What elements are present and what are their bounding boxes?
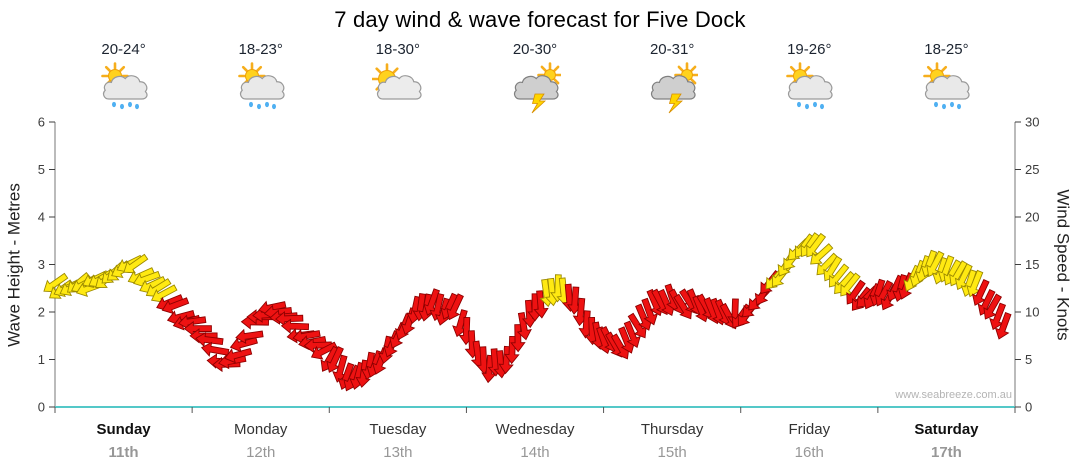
svg-text:6: 6: [38, 115, 45, 130]
wind-arrow: [994, 312, 1012, 340]
svg-text:0: 0: [38, 400, 45, 415]
day-name-friday: Friday: [788, 421, 831, 438]
temp-range-saturday: 18-25°: [924, 41, 969, 58]
day-date-saturday: 17th: [931, 444, 962, 461]
day-name-tuesday: Tuesday: [369, 421, 427, 438]
storm-icon: [513, 62, 563, 114]
sun-cloud-rain-icon: [786, 62, 833, 110]
wind-arrow: [810, 243, 834, 265]
wind-arrow: [224, 347, 253, 364]
sun-cloud-rain-icon: [100, 62, 148, 110]
temp-range-thursday: 20-31°: [649, 41, 695, 58]
weather-icon-wednesday: [509, 62, 563, 114]
wind-arrow: [533, 290, 549, 319]
sun-cloud-icon: [371, 63, 422, 100]
wind-arrow: [806, 232, 827, 258]
svg-text:4: 4: [38, 210, 45, 225]
day-name-saturday: Saturday: [914, 421, 979, 438]
day-name-thursday: Thursday: [640, 421, 704, 438]
day-date-monday: 12th: [246, 444, 276, 461]
svg-text:10: 10: [1025, 305, 1039, 320]
weather-icon-friday: [783, 62, 835, 114]
wind-arrow: [280, 318, 310, 334]
day-date-wednesday: 14th: [520, 444, 550, 461]
wind-arrow: [510, 324, 526, 353]
temp-range-tuesday: 18-30°: [375, 41, 421, 58]
weather-icon-monday: [235, 62, 287, 114]
svg-text:1: 1: [38, 352, 45, 367]
temp-range-monday: 18-23°: [238, 41, 283, 58]
wind-arrow: [504, 335, 520, 365]
page-title: 7 day wind & wave forecast for Five Dock: [334, 7, 746, 32]
svg-text:0: 0: [1025, 400, 1032, 415]
watermark: www.seabreeze.com.au: [895, 389, 1012, 401]
svg-text:30: 30: [1025, 115, 1039, 130]
weather-icon-saturday: [920, 62, 972, 114]
wind-arrow: [641, 297, 658, 326]
svg-text:25: 25: [1025, 162, 1039, 177]
temp-range-wednesday: 20-30°: [512, 41, 558, 58]
weather-icon-thursday: [646, 62, 700, 114]
day-date-friday: 16th: [794, 444, 824, 461]
temp-range-friday: 19-26°: [787, 41, 832, 58]
svg-text:20: 20: [1025, 210, 1039, 225]
wind-arrow: [195, 331, 224, 348]
wind-arrow: [623, 320, 641, 349]
wind-arrow: [983, 293, 1002, 320]
sun-cloud-rain-icon: [923, 62, 970, 110]
wind-arrow: [235, 328, 264, 345]
wind-arrow: [310, 341, 338, 360]
day-name-sunday: Sunday: [96, 421, 151, 438]
storm-icon: [651, 62, 700, 114]
day-name-wednesday: Wednesday: [495, 421, 575, 438]
sun-cloud-rain-icon: [237, 62, 285, 110]
svg-text:15: 15: [1025, 257, 1039, 272]
svg-text:2: 2: [38, 305, 45, 320]
weather-icon-tuesday: [371, 62, 424, 114]
wind-arrow: [123, 253, 149, 274]
svg-text:5: 5: [38, 162, 45, 177]
svg-text:5: 5: [1025, 352, 1032, 367]
wind-arrow: [200, 341, 230, 357]
temp-range-sunday: 20-24°: [101, 41, 146, 58]
day-date-thursday: 15th: [657, 444, 687, 461]
day-date-sunday: 11th: [108, 444, 139, 461]
day-name-monday: Monday: [234, 421, 288, 438]
day-date-tuesday: 13th: [383, 444, 413, 461]
wind-arrow: [516, 311, 532, 341]
wind-arrow: [446, 293, 464, 321]
weather-icon-sunday: [98, 62, 150, 114]
svg-text:3: 3: [38, 257, 45, 272]
